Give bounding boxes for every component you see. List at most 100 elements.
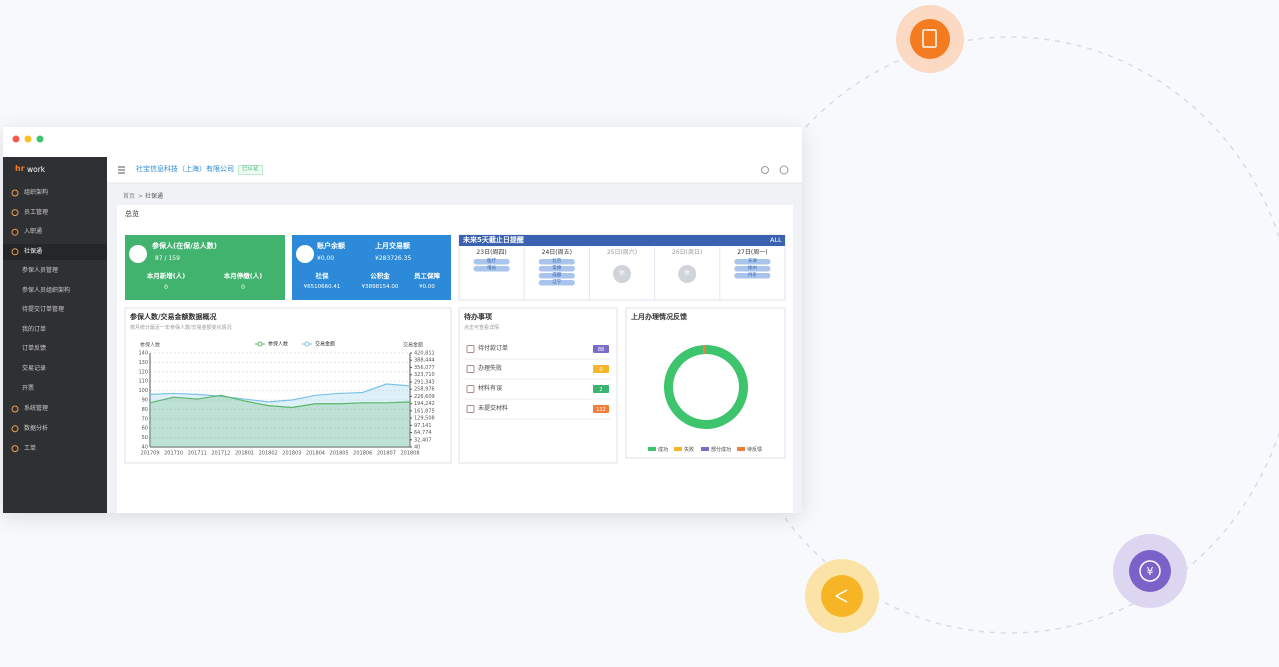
legend-swatch: [737, 447, 745, 451]
legend-swatch: [674, 447, 682, 451]
card-label: 本月停缴(人): [223, 272, 263, 280]
chart-subtitle: 按月统计最近一年参保人数/交易金额变化情况: [130, 325, 232, 331]
tag-label: 天津: [747, 258, 757, 264]
menu-icon: [11, 248, 19, 256]
menu-item[interactable]: 工单: [24, 444, 37, 452]
card-value: 0: [241, 284, 245, 291]
legend-label: 待反馈: [747, 446, 762, 453]
breadcrumb-current: 社保通: [145, 193, 164, 200]
card-title: 上月交易额: [375, 242, 410, 250]
tag-label: 丹东: [747, 272, 757, 278]
window-dot[interactable]: [24, 135, 32, 143]
todo-label[interactable]: 办理失败: [478, 364, 503, 372]
menu-item[interactable]: 组织架构: [24, 189, 49, 196]
deadline-tag: [538, 280, 575, 286]
user-icon[interactable]: [779, 165, 789, 175]
menu-item[interactable]: 员工管理: [24, 208, 49, 216]
bell-icon[interactable]: [761, 166, 769, 174]
series-line: [149, 383, 411, 403]
logo-hr: hr: [15, 164, 25, 173]
feedback-panel: [625, 307, 786, 459]
window-dot[interactable]: [12, 135, 20, 143]
deadline-tag: [473, 266, 510, 272]
submenu-item[interactable]: 我的订单: [22, 325, 47, 333]
icon-glyph: [835, 589, 848, 603]
deadline-tag: [734, 259, 771, 265]
y-tick-label: 90: [142, 398, 148, 404]
submenu-item[interactable]: 参保人员组织架构: [22, 286, 71, 294]
todo-count: 2: [599, 387, 602, 393]
tag-label: 北京: [552, 258, 562, 264]
deadline-tag: [538, 259, 575, 265]
y2-tick-label: 64,774: [414, 430, 432, 436]
feedback-title: 上月办理情况反馈: [631, 313, 687, 321]
overview-bar: [117, 205, 793, 227]
deadline-tag: [538, 266, 575, 272]
submenu-item[interactable]: 交易记录: [22, 365, 47, 372]
todo-label[interactable]: 材料有误: [478, 384, 503, 392]
menu-icon: [11, 228, 19, 236]
y2-tick-label: 161,875: [414, 408, 435, 414]
submenu-item[interactable]: 开票: [22, 384, 35, 392]
submenu-item[interactable]: 订单反馈: [22, 345, 47, 353]
card-label: 员工保障: [414, 272, 440, 280]
submenu-item[interactable]: 参保人员管理: [22, 267, 59, 274]
menu-toggle[interactable]: [118, 166, 125, 174]
pie-slice: [703, 345, 706, 355]
series-line: [149, 394, 411, 409]
todo-icon: [466, 405, 475, 413]
breadcrumb-separator: >: [138, 193, 144, 200]
tag-label: 医疗: [487, 258, 497, 264]
deadline-tag: [473, 259, 510, 265]
pie-slice: [664, 345, 748, 430]
deadline-all[interactable]: ALL: [770, 236, 782, 244]
card-value: 87 / 159: [155, 255, 180, 262]
y-tick-label: 110: [138, 379, 148, 385]
account-card[interactable]: [292, 235, 451, 300]
menu-icon: [11, 209, 19, 217]
card-value: ¥6510660.41: [303, 284, 341, 290]
todo-icon: [466, 385, 475, 393]
company-name[interactable]: 社宝信息科技（上海）有限公司: [136, 165, 234, 173]
todo-badge: [593, 345, 609, 353]
rest-label: 休: [684, 270, 691, 277]
icon-glyph: [922, 29, 937, 48]
y2-tick-label: 40: [414, 445, 420, 451]
todo-label[interactable]: 待付款订单: [478, 344, 509, 352]
menu-item[interactable]: 数据分析: [24, 424, 49, 432]
todo-badge: [593, 405, 609, 413]
legend-label: 交易金额: [315, 341, 335, 348]
deadline-date: 26日(周日): [672, 249, 703, 256]
y2-tick-label: 129,508: [414, 416, 435, 422]
deadline-date: 27日(周一): [737, 249, 768, 256]
todo-subtitle: 点击可查看详情: [464, 325, 500, 331]
y2-tick-label: 420,811: [414, 351, 435, 357]
breadcrumb-home[interactable]: 首页: [123, 193, 136, 200]
y2-tick-label: 323,710: [414, 372, 435, 378]
x-tick-label: 201709: [140, 451, 159, 457]
menu-item[interactable]: 入职通: [24, 228, 43, 236]
insured-icon: [129, 245, 147, 263]
insured-card[interactable]: [125, 235, 285, 300]
tag-label: 成都: [552, 272, 562, 278]
document-icon: [910, 19, 950, 59]
y2-tick-label: 32,407: [414, 437, 432, 443]
todo-label[interactable]: 未提交材料: [478, 404, 509, 412]
card-value: ¥0.00: [419, 284, 435, 290]
menu-item[interactable]: 社保通: [24, 247, 43, 255]
x-tick-label: 201712: [211, 451, 230, 457]
rest-circle: [678, 265, 697, 283]
y-tick-label: 120: [138, 369, 148, 375]
card-value: 0: [164, 284, 168, 291]
deadline-header: [459, 235, 785, 246]
window-dot[interactable]: [36, 135, 44, 143]
series-area: [150, 384, 410, 447]
menu-item[interactable]: 系统管理: [24, 405, 49, 412]
submenu-item[interactable]: 待提交订单管理: [22, 306, 65, 314]
legend-symbol: [257, 341, 263, 347]
card-title: 账户余额: [317, 242, 345, 250]
tag-label: 常德: [552, 265, 562, 271]
y2-tick-label: 388,444: [414, 358, 435, 364]
x-tick-label: 201801: [235, 451, 254, 457]
